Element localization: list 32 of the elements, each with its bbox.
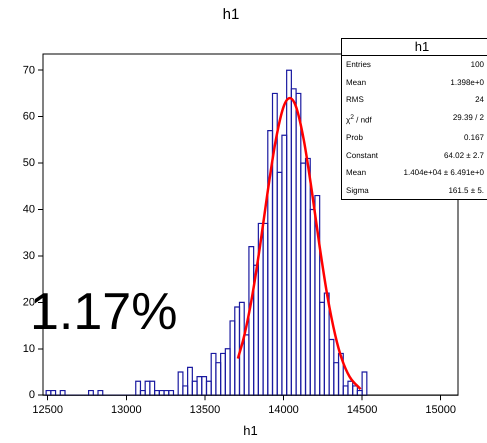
y-tick-label: 60 — [22, 110, 35, 123]
x-tick-label: 14500 — [346, 404, 378, 416]
x-axis-title: h1 — [243, 422, 258, 438]
annotation: Prob — [346, 132, 363, 144]
annotation: h1 — [342, 39, 487, 56]
text: 0.167 — [464, 132, 484, 144]
y-tick-label: 0 — [28, 389, 35, 402]
y-tick-label: 70 — [22, 64, 35, 76]
annotation: 1.404e+04 ± 6.491e+0 — [404, 167, 484, 180]
annotation: 64.02 ± 2.7 — [444, 150, 484, 162]
annotation: 1.398e+0 — [450, 76, 484, 89]
y-tick-label: 30 — [22, 250, 35, 262]
x-tick-label: 14000 — [268, 404, 299, 416]
text: 100 — [470, 59, 484, 71]
annotation: χ$^{2}$ / ndf — [346, 112, 372, 126]
annotation: 161.5 ± 5. — [448, 184, 484, 197]
x-tick-label: 13500 — [190, 404, 220, 416]
text: 24 — [475, 94, 484, 106]
annotation: Constant — [346, 150, 378, 162]
annotation: Mean — [346, 167, 366, 180]
annotation: Sigma — [346, 184, 369, 197]
annotation: 29.39 / 2 — [452, 112, 484, 124]
annotation: RMS — [346, 94, 364, 106]
y-tick-label: 50 — [22, 157, 35, 170]
y-tick-label: 10 — [22, 342, 35, 355]
chart-title: h1 — [222, 6, 240, 24]
x-tick-label: 12500 — [32, 404, 64, 416]
annotation: Entries — [346, 59, 371, 71]
x-tick-label: 13000 — [111, 404, 142, 416]
y-tick-label: 40 — [22, 204, 35, 216]
annotation: Mean — [346, 76, 366, 89]
x-tick-label: 15000 — [425, 404, 456, 416]
